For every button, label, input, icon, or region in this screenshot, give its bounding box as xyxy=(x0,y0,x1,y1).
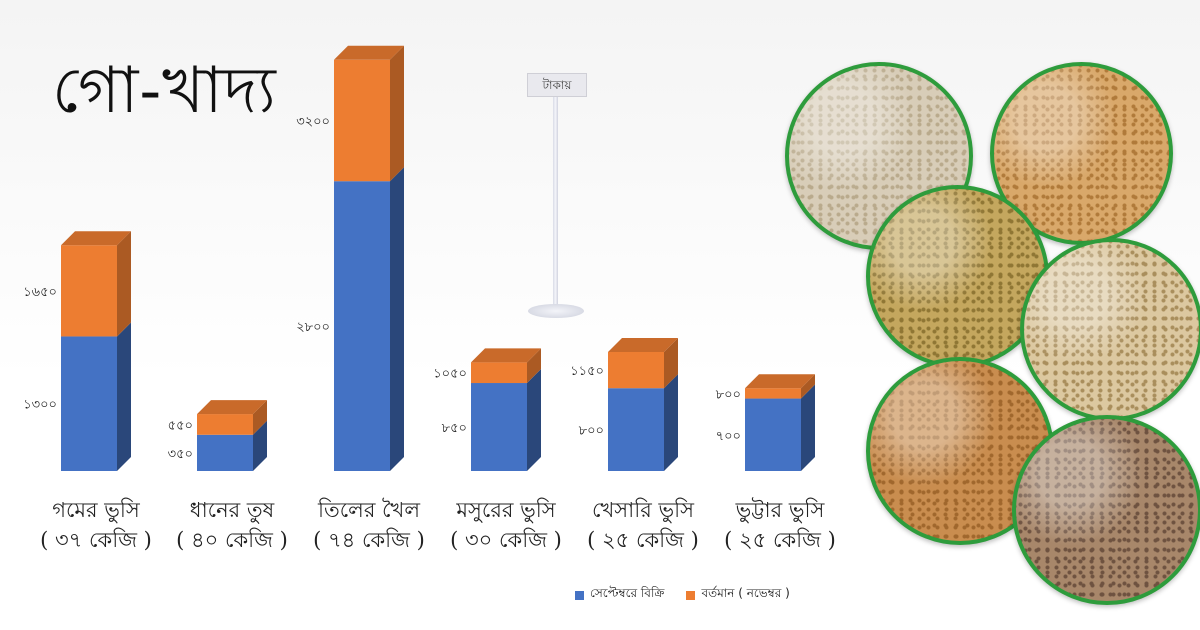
legend-swatch-november xyxy=(686,590,696,600)
value-label-november-2: ৩২০০ xyxy=(296,115,330,130)
page-title: গো-খাদ্য xyxy=(52,54,277,128)
category-qty-1: ( ৪০ কেজি ) xyxy=(176,528,288,552)
category-name-4: খেসারি ভুসি xyxy=(591,498,695,522)
bar-september-4 xyxy=(608,388,664,471)
value-label-november-1: ৫৫০ xyxy=(168,418,193,433)
bar-november-top-5 xyxy=(745,374,815,389)
value-label-november-3: ১০৫০ xyxy=(433,367,467,382)
value-label-september-3: ৮৫০ xyxy=(442,421,467,436)
bar-september-5 xyxy=(745,398,801,471)
category-qty-5: ( ২৫ কেজি ) xyxy=(724,528,836,552)
bar-september-side-0 xyxy=(117,322,131,471)
legend-item-september: সেপ্টেম্বরে বিক্রি xyxy=(575,585,664,605)
value-label-september-1: ৩৫০ xyxy=(168,447,193,462)
bar-november-top-0 xyxy=(61,231,131,246)
bar-november-side-3 xyxy=(527,348,541,384)
bar-november-top-3 xyxy=(471,348,541,363)
bar-november-1 xyxy=(197,414,253,435)
category-qty-4: ( ২৫ কেজি ) xyxy=(587,528,699,552)
sesame-cake-photo xyxy=(866,185,1049,368)
bar-november-5 xyxy=(745,388,801,399)
category-name-1: ধানের তুষ xyxy=(189,498,275,522)
bar-september-side-5 xyxy=(801,384,815,471)
bar-november-2 xyxy=(334,59,390,182)
category-name-2: তিলের খৈল xyxy=(317,498,420,522)
unit-sign-pole xyxy=(553,96,558,308)
bar-november-top-1 xyxy=(197,400,267,415)
category-name-0: গমের ভুসি xyxy=(52,498,140,522)
bar-september-3 xyxy=(471,383,527,471)
value-label-september-5: ৭০০ xyxy=(716,429,741,444)
bar-november-3 xyxy=(471,362,527,384)
bar-november-4 xyxy=(608,351,664,389)
bar-november-side-2 xyxy=(390,45,404,182)
legend-label-september: সেপ্টেম্বরে বিক্রি xyxy=(590,586,665,600)
lentil-bran-photo xyxy=(1012,415,1200,605)
bar-september-side-3 xyxy=(527,369,541,471)
bar-september-1 xyxy=(197,434,253,471)
legend-swatch-september xyxy=(575,590,584,600)
bar-september-2 xyxy=(334,181,390,471)
bar-november-0 xyxy=(61,245,117,337)
value-label-november-5: ৮০০ xyxy=(716,387,741,402)
category-label-3: মসুরের ভুসি ( ৩০ কেজি ) xyxy=(431,495,581,555)
category-label-0: গমের ভুসি ( ৩৭ কেজি ) xyxy=(21,495,171,555)
value-label-september-2: ২৮০০ xyxy=(296,320,330,335)
value-label-november-0: ১৬৫০ xyxy=(23,285,57,300)
category-qty-3: ( ৩০ কেজি ) xyxy=(450,528,562,552)
rice-husk-photo xyxy=(1020,238,1200,421)
category-label-1: ধানের তুষ ( ৪০ কেজি ) xyxy=(157,495,307,555)
bar-september-0 xyxy=(61,336,117,471)
unit-sign-base xyxy=(528,304,584,318)
bar-september-side-1 xyxy=(253,420,267,471)
category-name-3: মসুরের ভুসি xyxy=(456,498,556,522)
legend-label-november: বর্তমান ( নভেম্বর ) xyxy=(701,586,790,600)
legend: সেপ্টেম্বরে বিক্রি বর্তমান ( নভেম্বর ) xyxy=(575,585,790,605)
value-label-september-4: ৮০০ xyxy=(579,424,604,439)
category-label-2: তিলের খৈল ( ৭৪ কেজি ) xyxy=(294,495,444,555)
category-qty-2: ( ৭৪ কেজি ) xyxy=(313,528,425,552)
legend-item-november: বর্তমান ( নভেম্বর ) xyxy=(686,585,790,605)
bar-september-side-4 xyxy=(664,374,678,471)
bar-november-side-1 xyxy=(253,400,267,435)
category-qty-0: ( ৩৭ কেজি ) xyxy=(40,528,152,552)
category-name-5: ভুট্টার ভুসি xyxy=(735,498,825,522)
category-label-4: খেসারি ভুসি ( ২৫ কেজি ) xyxy=(568,495,718,555)
bar-november-top-2 xyxy=(334,45,404,60)
unit-label: টাকায় xyxy=(527,73,587,97)
value-label-september-0: ১৩০০ xyxy=(23,398,57,413)
bar-november-side-5 xyxy=(801,374,815,399)
category-label-5: ভুট্টার ভুসি ( ২৫ কেজি ) xyxy=(705,495,855,555)
bar-november-side-4 xyxy=(664,337,678,389)
bar-november-side-0 xyxy=(117,231,131,337)
bar-september-side-2 xyxy=(390,167,404,471)
bar-november-top-4 xyxy=(608,337,678,352)
value-label-november-4: ১১৫০ xyxy=(570,364,604,379)
